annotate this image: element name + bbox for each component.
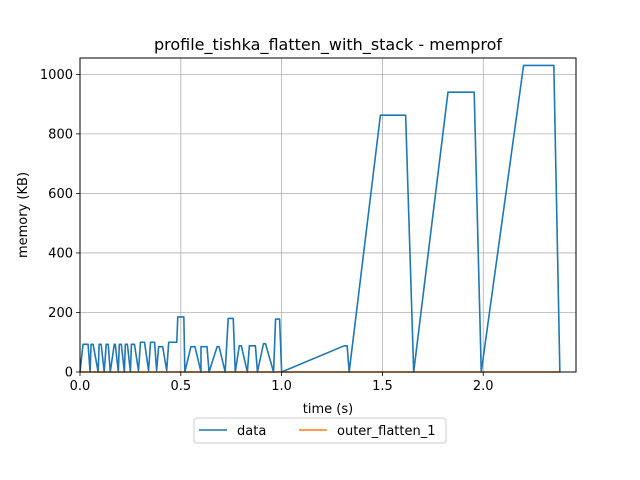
x-tick-label: 2.0 bbox=[473, 379, 494, 394]
y-tick-label: 1000 bbox=[40, 68, 73, 83]
y-tick-label: 600 bbox=[48, 187, 73, 202]
grid-lines bbox=[79, 58, 576, 373]
y-tick-label: 800 bbox=[48, 127, 73, 142]
x-tick-label: 0.5 bbox=[170, 379, 191, 394]
x-tick-label: 1.0 bbox=[271, 379, 292, 394]
y-axis-label: memory (KB) bbox=[16, 172, 31, 258]
legend-label-outer-flatten: outer_flatten_1 bbox=[337, 424, 436, 439]
legend: data outer_flatten_1 bbox=[193, 417, 447, 444]
y-tick-label: 400 bbox=[48, 246, 73, 261]
axes-frame bbox=[79, 57, 577, 373]
chart-title: profile_tishka_flatten_with_stack - memp… bbox=[154, 35, 502, 55]
x-axis-label: time (s) bbox=[303, 402, 353, 417]
x-axis-ticks: 0.0 0.5 1.0 1.5 2.0 bbox=[70, 372, 494, 394]
series-line-data bbox=[79, 64, 561, 373]
y-tick-label: 200 bbox=[48, 306, 73, 321]
y-tick-label: 0 bbox=[65, 366, 73, 381]
legend-label-data: data bbox=[237, 424, 266, 439]
x-tick-label: 0.0 bbox=[70, 379, 91, 394]
x-tick-label: 1.5 bbox=[372, 379, 393, 394]
y-axis-ticks: 0 200 400 600 800 1000 bbox=[40, 68, 80, 381]
